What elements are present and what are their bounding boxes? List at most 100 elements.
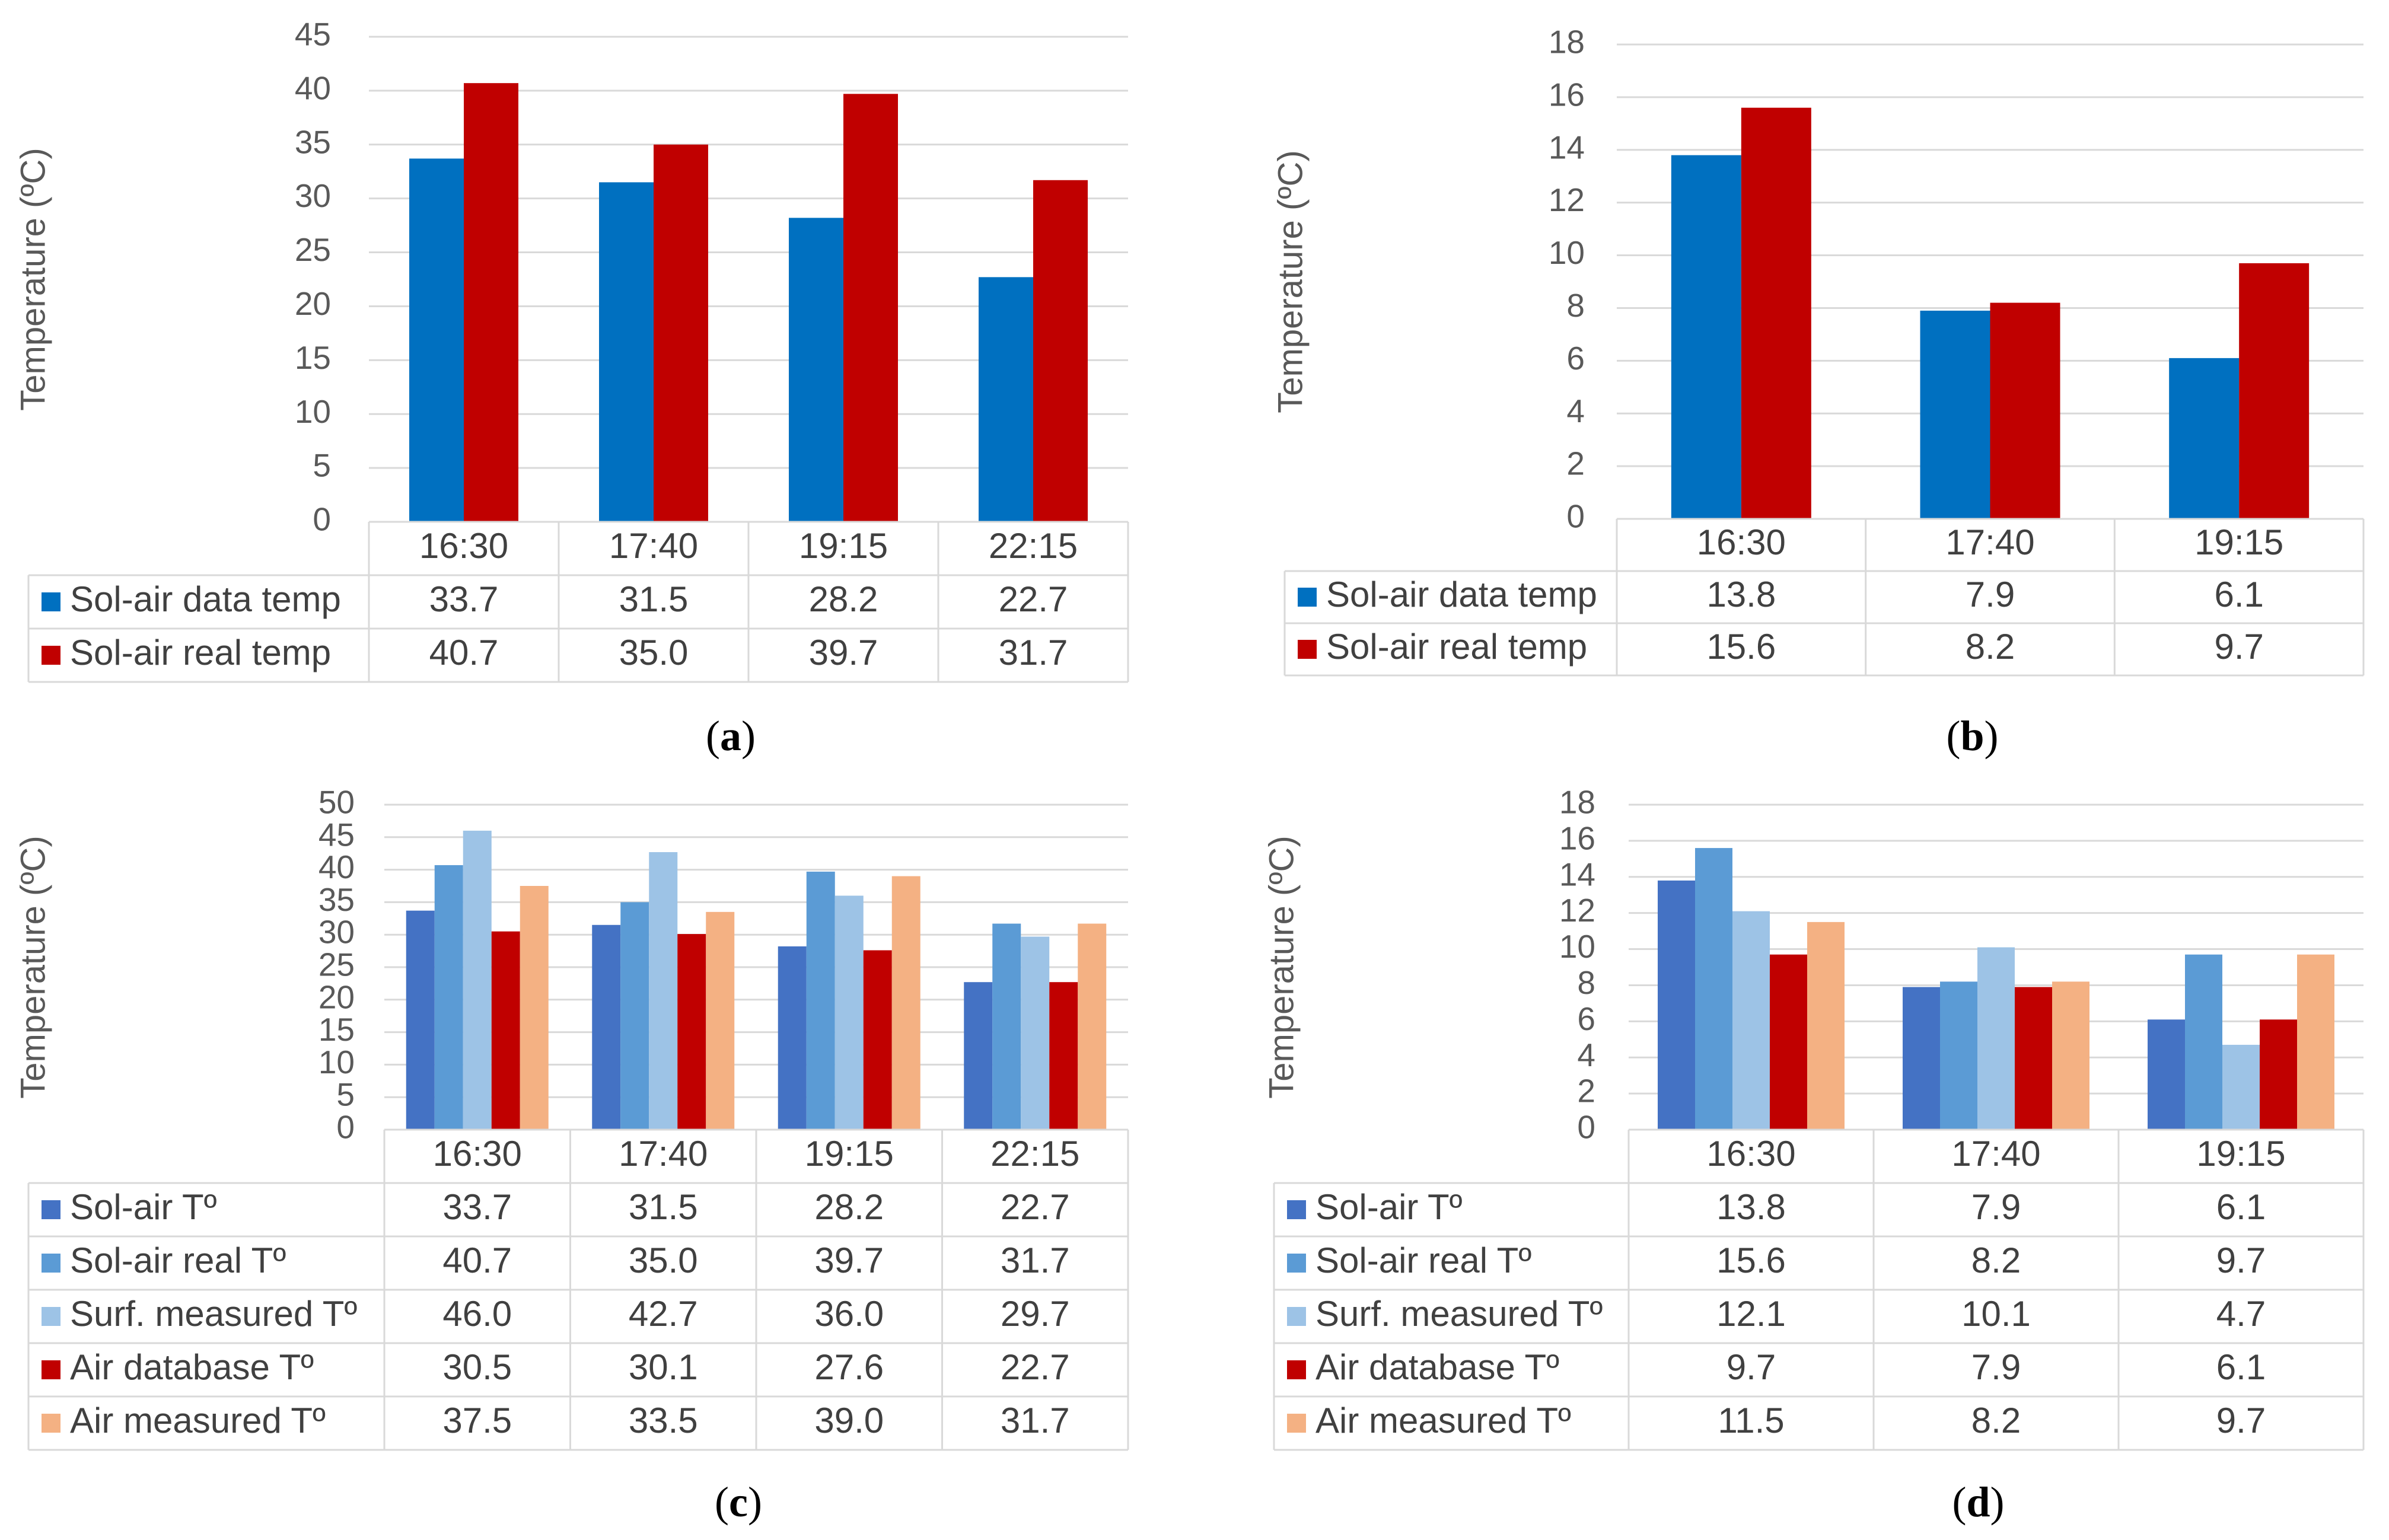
legend-entry: Sol-air real temp <box>70 633 331 672</box>
legend-entry: Sol-air data temp <box>1326 575 1597 614</box>
y-tick-label: 2 <box>1566 445 1585 482</box>
legend-entry: Air measured Tº <box>1315 1401 1571 1440</box>
bar-d-s1-c2 <box>2185 954 2222 1130</box>
legend-swatch <box>42 1414 60 1433</box>
y-tick-label: 0 <box>336 1109 355 1146</box>
data-label: 28.2 <box>814 1187 884 1227</box>
bar-c-s2-c0 <box>463 830 492 1130</box>
y-tick-label: 15 <box>318 1011 355 1048</box>
panel-label: (b) <box>1946 712 1998 760</box>
legend-swatch <box>1287 1200 1306 1219</box>
legend-entry: Surf. measured Tº <box>70 1294 357 1334</box>
data-label: 40.7 <box>429 633 499 672</box>
data-label: 8.2 <box>1971 1401 2021 1440</box>
data-label: 6.1 <box>2214 575 2263 614</box>
data-label: 30.1 <box>629 1347 698 1387</box>
data-label: 36.0 <box>814 1294 884 1334</box>
y-tick-label: 10 <box>318 1044 355 1080</box>
y-tick-label: 4 <box>1566 393 1585 429</box>
data-label: 39.7 <box>809 633 878 672</box>
bar-c-s4-c2 <box>891 876 920 1130</box>
x-tick-label: 17:40 <box>609 526 698 566</box>
legend-swatch <box>42 1360 60 1379</box>
x-tick-label: 16:30 <box>433 1134 522 1174</box>
y-axis-label: Temperature (ºC) <box>14 148 52 410</box>
data-label: 7.9 <box>1971 1347 2021 1387</box>
x-tick-label: 19:15 <box>799 526 888 566</box>
bar-d-s1-c0 <box>1695 848 1732 1130</box>
x-tick-label: 19:15 <box>2194 522 2283 562</box>
y-tick-label: 4 <box>1577 1037 1595 1073</box>
data-label: 22.7 <box>1001 1347 1070 1387</box>
legend-entry: Sol-air Tº <box>1315 1187 1463 1227</box>
legend-entry: Sol-air data temp <box>70 579 341 619</box>
bar-c-s1-c3 <box>992 923 1021 1130</box>
data-label: 9.7 <box>2216 1241 2266 1280</box>
y-tick-label: 10 <box>295 393 331 430</box>
bar-b-s0-c2 <box>2169 358 2240 519</box>
bar-a-s1-c1 <box>654 144 708 522</box>
bar-c-s1-c2 <box>806 871 835 1130</box>
y-tick-label: 10 <box>1559 928 1595 965</box>
chart-a: 0 5 10 15 20 25 30 35 40 45 Temperature (ºC) 16:30 1… <box>14 16 1129 760</box>
bar-c-s0-c2 <box>778 946 807 1130</box>
legend-swatch <box>42 1307 60 1326</box>
data-label: 31.7 <box>1001 1241 1070 1280</box>
data-label: 4.7 <box>2216 1294 2266 1334</box>
data-label: 37.5 <box>442 1401 512 1440</box>
x-tick-label: 16:30 <box>1706 1134 1795 1174</box>
bar-c-s1-c0 <box>434 865 463 1130</box>
legend-swatch <box>42 592 60 611</box>
bar-d-s4-c0 <box>1807 922 1845 1130</box>
data-label: 31.5 <box>629 1187 698 1227</box>
bar-d-s4-c1 <box>2052 981 2089 1130</box>
bar-d-s4-c2 <box>2297 954 2334 1130</box>
legend-swatch <box>42 1254 60 1273</box>
panel-label: (a) <box>706 712 756 760</box>
bar-c-s0-c0 <box>406 910 435 1130</box>
bar-d-s2-c2 <box>2222 1044 2260 1130</box>
data-label: 33.7 <box>429 579 499 619</box>
data-label: 39.0 <box>814 1401 884 1440</box>
y-tick-label: 30 <box>318 914 355 951</box>
data-label: 30.5 <box>442 1347 512 1387</box>
y-tick-label: 10 <box>1549 234 1585 271</box>
data-label: 29.7 <box>1001 1294 1070 1334</box>
data-label: 35.0 <box>619 633 689 672</box>
bar-c-s3-c3 <box>1049 982 1078 1130</box>
data-label: 6.1 <box>2216 1347 2266 1387</box>
data-label: 35.0 <box>629 1241 698 1280</box>
legend-entry: Sol-air real Tº <box>70 1241 286 1280</box>
bar-d-s2-c1 <box>1977 947 2015 1130</box>
legend-entry: Surf. measured Tº <box>1315 1294 1603 1334</box>
y-tick-label: 8 <box>1566 287 1585 324</box>
y-tick-label: 6 <box>1577 1000 1595 1037</box>
bar-a-s0-c0 <box>409 158 464 522</box>
data-label: 10.1 <box>1961 1294 2031 1334</box>
data-label: 7.9 <box>1966 575 2015 614</box>
data-label: 22.7 <box>1001 1187 1070 1227</box>
data-label: 13.8 <box>1706 575 1776 614</box>
bar-b-s1-c0 <box>1741 107 1811 519</box>
data-label: 8.2 <box>1971 1241 2021 1280</box>
y-tick-label: 35 <box>318 881 355 918</box>
x-tick-label: 22:15 <box>989 526 1078 566</box>
x-tick-label: 19:15 <box>805 1134 894 1174</box>
bar-d-s0-c0 <box>1658 880 1695 1130</box>
data-label: 31.7 <box>1001 1401 1070 1440</box>
y-tick-label: 15 <box>295 339 331 376</box>
data-label: 39.7 <box>814 1241 884 1280</box>
data-label: 33.7 <box>442 1187 512 1227</box>
data-label: 40.7 <box>442 1241 512 1280</box>
bar-c-s4-c3 <box>1078 923 1107 1130</box>
bar-a-s0-c1 <box>599 182 654 522</box>
y-tick-label: 18 <box>1559 784 1595 821</box>
data-label: 15.6 <box>1716 1241 1786 1280</box>
y-tick-label: 40 <box>318 849 355 885</box>
y-tick-label: 16 <box>1559 820 1595 856</box>
y-tick-label: 12 <box>1559 892 1595 929</box>
bar-c-s4-c0 <box>520 886 549 1130</box>
data-label: 6.1 <box>2216 1187 2266 1227</box>
